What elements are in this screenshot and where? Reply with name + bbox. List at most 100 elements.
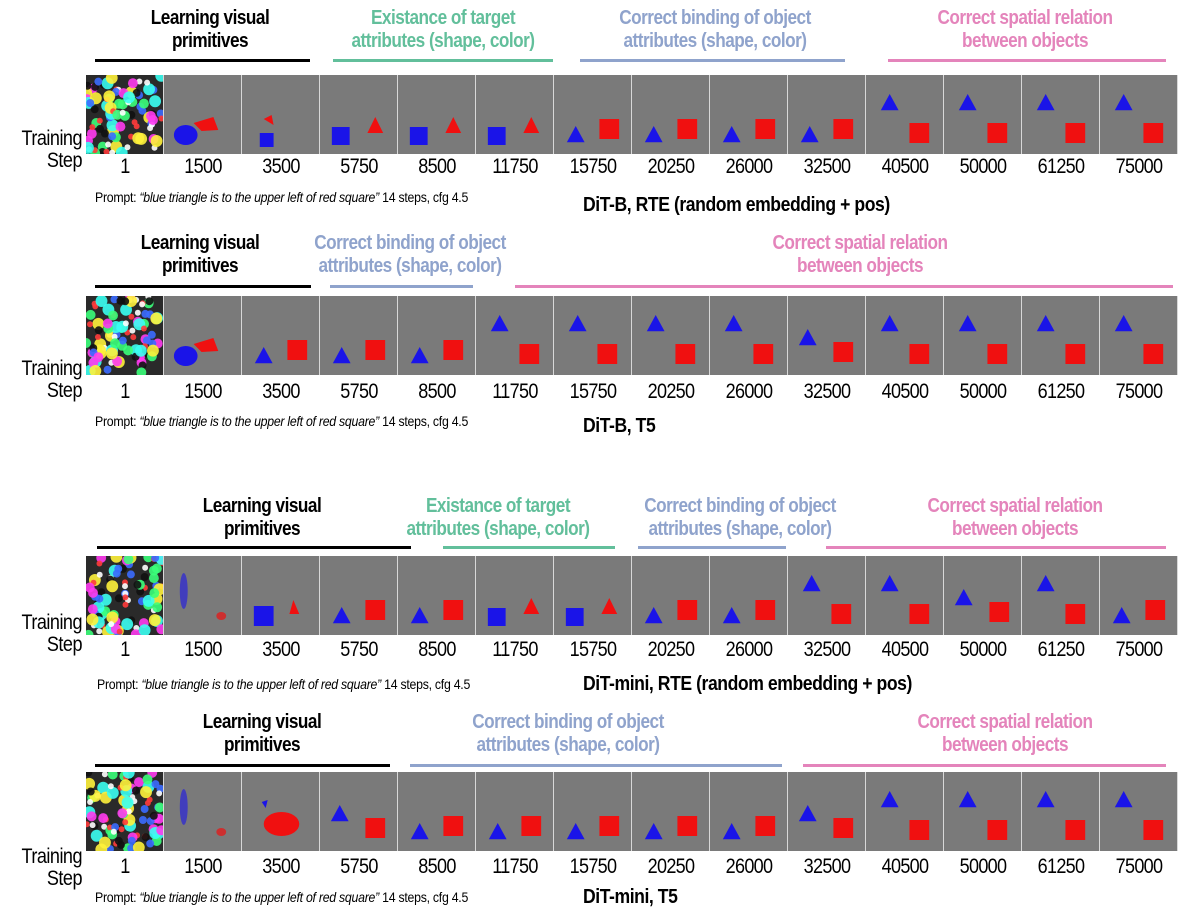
step-label: 75000 bbox=[1115, 638, 1163, 661]
step-label: 26000 bbox=[725, 855, 773, 878]
phase-label-existence: Existance of target attributes (shape, co… bbox=[351, 7, 535, 52]
sample-image bbox=[476, 556, 554, 635]
sample-image bbox=[242, 296, 320, 375]
sample-image bbox=[86, 772, 164, 851]
sample-image bbox=[788, 296, 866, 375]
step-label: 1500 bbox=[184, 155, 222, 178]
sample-image bbox=[788, 556, 866, 635]
phase-bar-binding bbox=[330, 285, 473, 288]
phase-label-spatial: Correct spatial relation between objects bbox=[937, 7, 1113, 52]
phase-label-spatial: Correct spatial relation between objects bbox=[772, 232, 948, 277]
sample-image bbox=[398, 772, 476, 851]
sample-image bbox=[554, 772, 632, 851]
phase-label-primitives: Learning visual primitives bbox=[140, 232, 260, 277]
sample-image bbox=[866, 772, 944, 851]
sample-strip bbox=[86, 556, 1178, 635]
phase-label-binding: Correct binding of object attributes (sha… bbox=[644, 495, 836, 540]
training-step-label: Training Step bbox=[21, 357, 83, 402]
step-label: 75000 bbox=[1115, 855, 1163, 878]
step-label: 8500 bbox=[418, 855, 456, 878]
prompt-caption: Prompt: “blue triangle is to the upper l… bbox=[95, 413, 469, 429]
sample-image bbox=[788, 75, 866, 154]
sample-image bbox=[1022, 296, 1100, 375]
model-label: DiT-mini, RTE (random embedding + pos) bbox=[583, 673, 912, 695]
step-label: 32500 bbox=[803, 855, 851, 878]
step-label: 32500 bbox=[803, 380, 851, 403]
sample-image bbox=[164, 296, 242, 375]
step-label: 1 bbox=[120, 638, 130, 661]
sample-image bbox=[398, 75, 476, 154]
sample-image bbox=[1100, 772, 1178, 851]
sample-image bbox=[242, 75, 320, 154]
sample-image bbox=[632, 772, 710, 851]
step-label: 40500 bbox=[881, 855, 929, 878]
step-label: 11750 bbox=[492, 155, 538, 178]
step-label: 20250 bbox=[647, 855, 695, 878]
sample-image bbox=[86, 296, 164, 375]
sample-image bbox=[554, 296, 632, 375]
step-label: 20250 bbox=[647, 155, 695, 178]
sample-image bbox=[710, 772, 788, 851]
sample-image bbox=[632, 296, 710, 375]
phase-bar-primitives bbox=[95, 764, 390, 767]
phase-bar-primitives bbox=[95, 285, 311, 288]
step-label: 3500 bbox=[262, 855, 300, 878]
phase-bar-existence bbox=[443, 546, 615, 549]
phase-bar-spatial bbox=[515, 285, 1173, 288]
step-label: 61250 bbox=[1037, 855, 1085, 878]
panel-dit-b-rte: Learning visual primitives Existance of t… bbox=[0, 0, 1188, 225]
step-label: 15750 bbox=[569, 638, 617, 661]
phase-bar-primitives bbox=[95, 59, 310, 62]
step-label: 75000 bbox=[1115, 380, 1163, 403]
step-label: 1 bbox=[120, 155, 130, 178]
phase-bar-spatial bbox=[803, 764, 1166, 767]
phase-bar-binding bbox=[638, 546, 786, 549]
step-label: 11750 bbox=[492, 380, 538, 403]
sample-image bbox=[164, 75, 242, 154]
sample-image bbox=[944, 296, 1022, 375]
sample-image bbox=[476, 75, 554, 154]
sample-strip bbox=[86, 75, 1178, 154]
step-label: 1500 bbox=[184, 855, 222, 878]
step-label: 8500 bbox=[418, 638, 456, 661]
step-label: 40500 bbox=[881, 638, 929, 661]
step-label: 3500 bbox=[262, 380, 300, 403]
phase-bar-primitives bbox=[97, 546, 411, 549]
step-label: 26000 bbox=[725, 638, 773, 661]
phase-label-spatial: Correct spatial relation between objects bbox=[927, 495, 1103, 540]
step-label: 50000 bbox=[959, 855, 1007, 878]
phase-label-primitives: Learning visual primitives bbox=[150, 7, 270, 52]
training-step-label: Training Step bbox=[21, 127, 83, 172]
step-label: 40500 bbox=[881, 380, 929, 403]
step-label: 15750 bbox=[569, 155, 617, 178]
sample-image bbox=[476, 772, 554, 851]
step-label: 5750 bbox=[340, 155, 378, 178]
sample-image bbox=[788, 772, 866, 851]
step-labels: 1 1500 3500 5750 8500 11750 15750 20250 26000 325… bbox=[86, 155, 1178, 179]
step-label: 26000 bbox=[725, 380, 773, 403]
step-labels: 1 1500 3500 5750 8500 11750 15750 20250 26000 325… bbox=[86, 855, 1178, 879]
sample-image bbox=[944, 772, 1022, 851]
step-label: 1 bbox=[120, 855, 130, 878]
sample-image bbox=[1100, 556, 1178, 635]
step-label: 11750 bbox=[492, 638, 538, 661]
sample-image bbox=[866, 556, 944, 635]
sample-image bbox=[710, 75, 788, 154]
step-label: 20250 bbox=[647, 638, 695, 661]
step-label: 1500 bbox=[184, 380, 222, 403]
step-label: 40500 bbox=[881, 155, 929, 178]
sample-image bbox=[554, 75, 632, 154]
step-label: 5750 bbox=[340, 380, 378, 403]
step-label: 61250 bbox=[1037, 155, 1085, 178]
step-label: 50000 bbox=[959, 155, 1007, 178]
step-label: 50000 bbox=[959, 638, 1007, 661]
prompt-caption: Prompt: “blue triangle is to the upper l… bbox=[95, 189, 469, 205]
step-label: 50000 bbox=[959, 380, 1007, 403]
training-step-label: Training Step bbox=[21, 611, 83, 656]
step-label: 5750 bbox=[340, 638, 378, 661]
sample-strip bbox=[86, 772, 1178, 851]
sample-image bbox=[476, 296, 554, 375]
sample-image bbox=[866, 296, 944, 375]
step-label: 3500 bbox=[262, 155, 300, 178]
sample-image bbox=[944, 75, 1022, 154]
